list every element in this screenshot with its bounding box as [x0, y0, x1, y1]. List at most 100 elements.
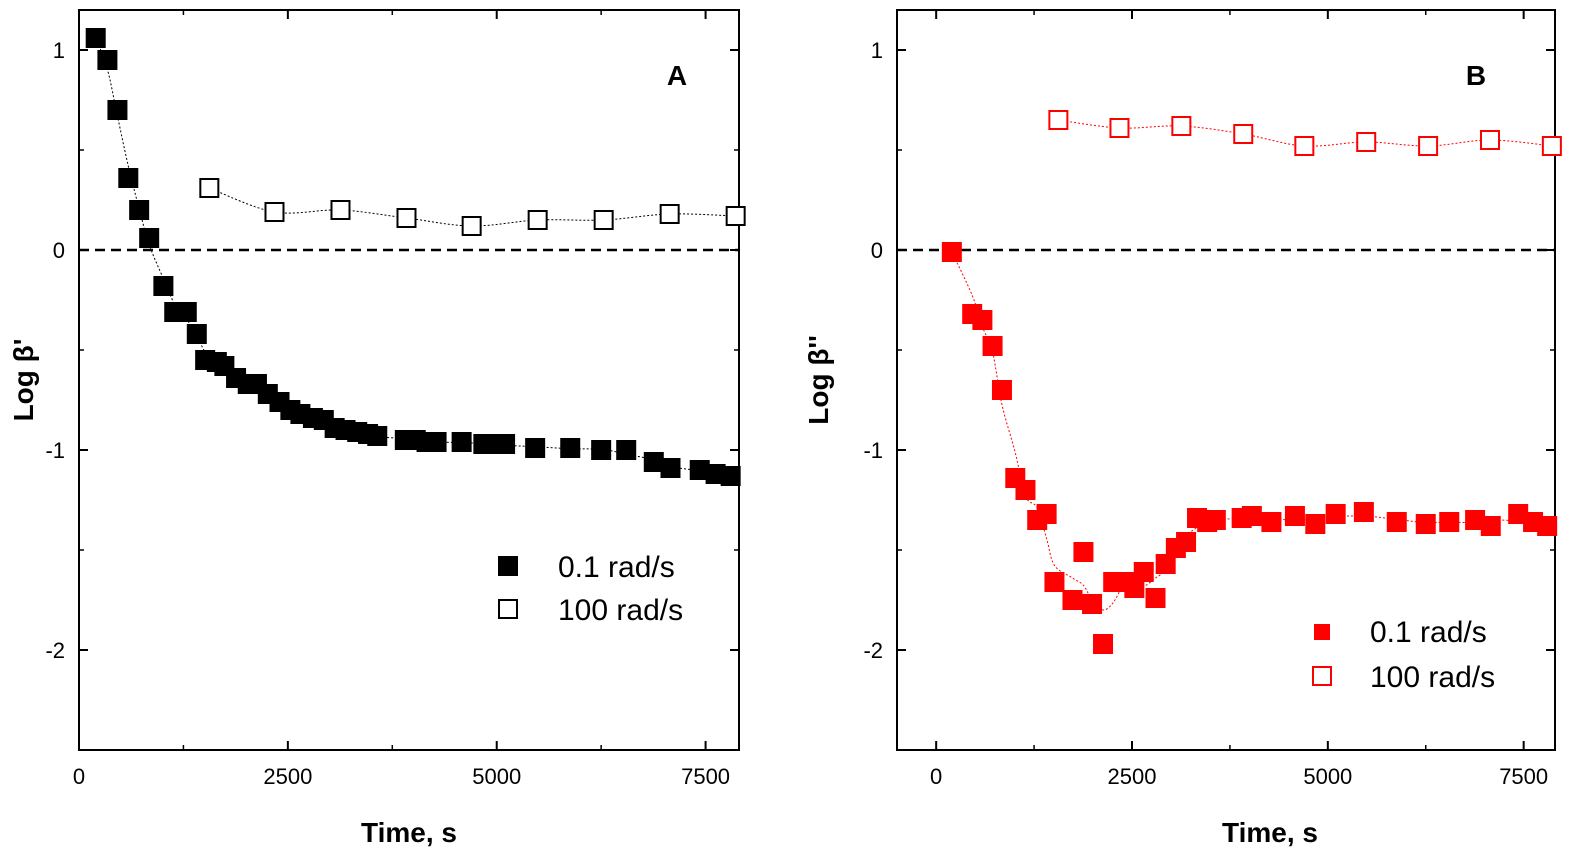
panel-a-point-filled — [660, 458, 681, 478]
panel-a-legend-label-1: 100 rad/s — [558, 594, 683, 627]
panel-a-point-open — [330, 200, 351, 220]
panel-b-point-filled — [1044, 572, 1065, 592]
panel-b-legend: 0.1 rad/s 100 rad/s — [1312, 616, 1495, 694]
panel-b-y-axis-title: Log β'' — [803, 335, 834, 425]
panel-a-point-filled — [705, 464, 726, 484]
panel-b-point-filled — [1145, 588, 1166, 608]
panel-a-point-filled — [367, 426, 388, 446]
panel-b-plot-frame — [896, 9, 1556, 751]
panel-b-point-filled — [1261, 512, 1282, 532]
panel-b-point-filled — [1036, 504, 1057, 524]
panel-b-point-open — [1294, 136, 1315, 156]
panel-b-point-open — [1356, 132, 1377, 152]
panel-a-point-filled — [85, 28, 106, 48]
panel-b-point-filled — [1073, 542, 1094, 562]
panel-b-point-filled — [1015, 480, 1036, 500]
panel-a-legend: 0.1 rad/s 100 rad/s — [498, 551, 683, 627]
panel-a-fit-curves — [95, 37, 736, 476]
panel-b-x-tick-label: 7500 — [1499, 764, 1548, 789]
panel-b-y-tick-label: -1 — [863, 438, 883, 463]
panel-a-y-tick-label: -2 — [45, 638, 65, 663]
panel-b-y-tick-label: -2 — [863, 638, 883, 663]
panel-b-point-open — [1109, 118, 1130, 138]
panel-b-point-open — [1048, 110, 1069, 130]
panel-b-data-points — [941, 110, 1562, 654]
panel-b-label: B — [1466, 60, 1486, 91]
panel-a-label: A — [667, 60, 687, 91]
panel-b-point-filled — [1062, 590, 1083, 610]
panel-b-point-filled — [1415, 514, 1436, 534]
panel-b-point-filled — [1205, 510, 1226, 530]
panel-b: 0 2500 5000 7500 1 0 -1 -2 B Time, s Log β'' 0.… — [803, 9, 1562, 848]
panel-b-point-filled — [1082, 594, 1103, 614]
panel-a-y-tick-label: 0 — [53, 238, 65, 263]
panel-a-point-filled — [643, 452, 664, 472]
panel-b-point-filled — [1241, 506, 1262, 526]
panel-b-point-filled — [1537, 516, 1558, 536]
panel-a-y-tick-label: -1 — [45, 438, 65, 463]
panel-a-point-filled — [495, 434, 516, 454]
panel-a-point-open — [725, 206, 746, 226]
panel-a-point-filled — [176, 302, 197, 322]
panel-a-point-filled — [139, 228, 160, 248]
panel-b-point-filled — [1353, 502, 1374, 522]
panel-b-legend-marker-filled — [1314, 624, 1330, 640]
panel-b-point-filled — [972, 310, 993, 330]
panel-b-y-tick-label: 0 — [871, 238, 883, 263]
panel-a-point-filled — [107, 100, 128, 120]
panel-a: 0 2500 5000 7500 1 0 -1 -2 A Time, s Log β' 0.1… — [8, 9, 746, 848]
panel-b-point-open — [1171, 116, 1192, 136]
panel-a-point-open — [527, 210, 548, 230]
panel-b-point-filled — [991, 380, 1012, 400]
panel-a-x-tick-label: 5000 — [472, 764, 521, 789]
panel-b-point-filled — [1093, 634, 1114, 654]
panel-b-ticks: 0 2500 5000 7500 1 0 -1 -2 — [863, 10, 1555, 789]
panel-a-legend-marker-open — [498, 599, 518, 619]
panel-b-fit-curves — [951, 119, 1552, 611]
panel-b-fit-curve-0 — [951, 251, 1548, 611]
panel-a-point-filled — [616, 440, 637, 460]
panel-a-x-tick-label: 0 — [73, 764, 85, 789]
panel-a-fit-curve-1 — [209, 187, 736, 227]
panel-a-point-filled — [186, 324, 207, 344]
panel-a-point-filled — [689, 460, 710, 480]
panel-a-point-filled — [591, 440, 612, 460]
panel-b-x-tick-label: 2500 — [1108, 764, 1157, 789]
panel-a-legend-marker-filled — [498, 556, 518, 576]
panel-a-x-tick-label: 2500 — [263, 764, 312, 789]
panel-b-point-filled — [1176, 532, 1197, 552]
panel-a-point-open — [264, 202, 285, 222]
panel-b-point-filled — [1465, 510, 1486, 530]
panel-a-y-tick-label: 1 — [53, 38, 65, 63]
panel-a-point-filled — [525, 438, 546, 458]
panel-b-point-filled — [1305, 514, 1326, 534]
panel-b-point-open — [1541, 136, 1562, 156]
panel-b-point-open — [1479, 130, 1500, 150]
panel-a-point-filled — [153, 276, 174, 296]
panel-b-legend-label-1: 100 rad/s — [1370, 661, 1495, 694]
panel-a-point-open — [461, 216, 482, 236]
panel-a-point-open — [199, 178, 220, 198]
panel-a-x-tick-label: 7500 — [681, 764, 730, 789]
panel-a-ticks: 0 2500 5000 7500 1 0 -1 -2 — [45, 10, 739, 789]
panel-b-point-filled — [1133, 562, 1154, 582]
panel-a-point-open — [659, 204, 680, 224]
panel-a-point-filled — [426, 432, 447, 452]
panel-a-point-filled — [118, 168, 139, 188]
panel-b-point-filled — [1386, 512, 1407, 532]
panel-b-x-tick-label: 0 — [930, 764, 942, 789]
panel-b-legend-marker-open — [1312, 666, 1332, 686]
panel-a-legend-label-0: 0.1 rad/s — [558, 551, 675, 584]
panel-b-y-tick-label: 1 — [871, 38, 883, 63]
panel-b-x-axis-title: Time, s — [1222, 817, 1318, 848]
panel-b-point-open — [1233, 124, 1254, 144]
panel-a-point-open — [593, 210, 614, 230]
panel-b-point-filled — [941, 242, 962, 262]
panel-a-point-filled — [451, 432, 472, 452]
panel-a-point-filled — [97, 50, 118, 70]
panel-b-point-filled — [1325, 504, 1346, 524]
panel-b-point-filled — [1284, 506, 1305, 526]
panel-a-point-filled — [560, 438, 581, 458]
panel-b-legend-label-0: 0.1 rad/s — [1370, 616, 1487, 649]
